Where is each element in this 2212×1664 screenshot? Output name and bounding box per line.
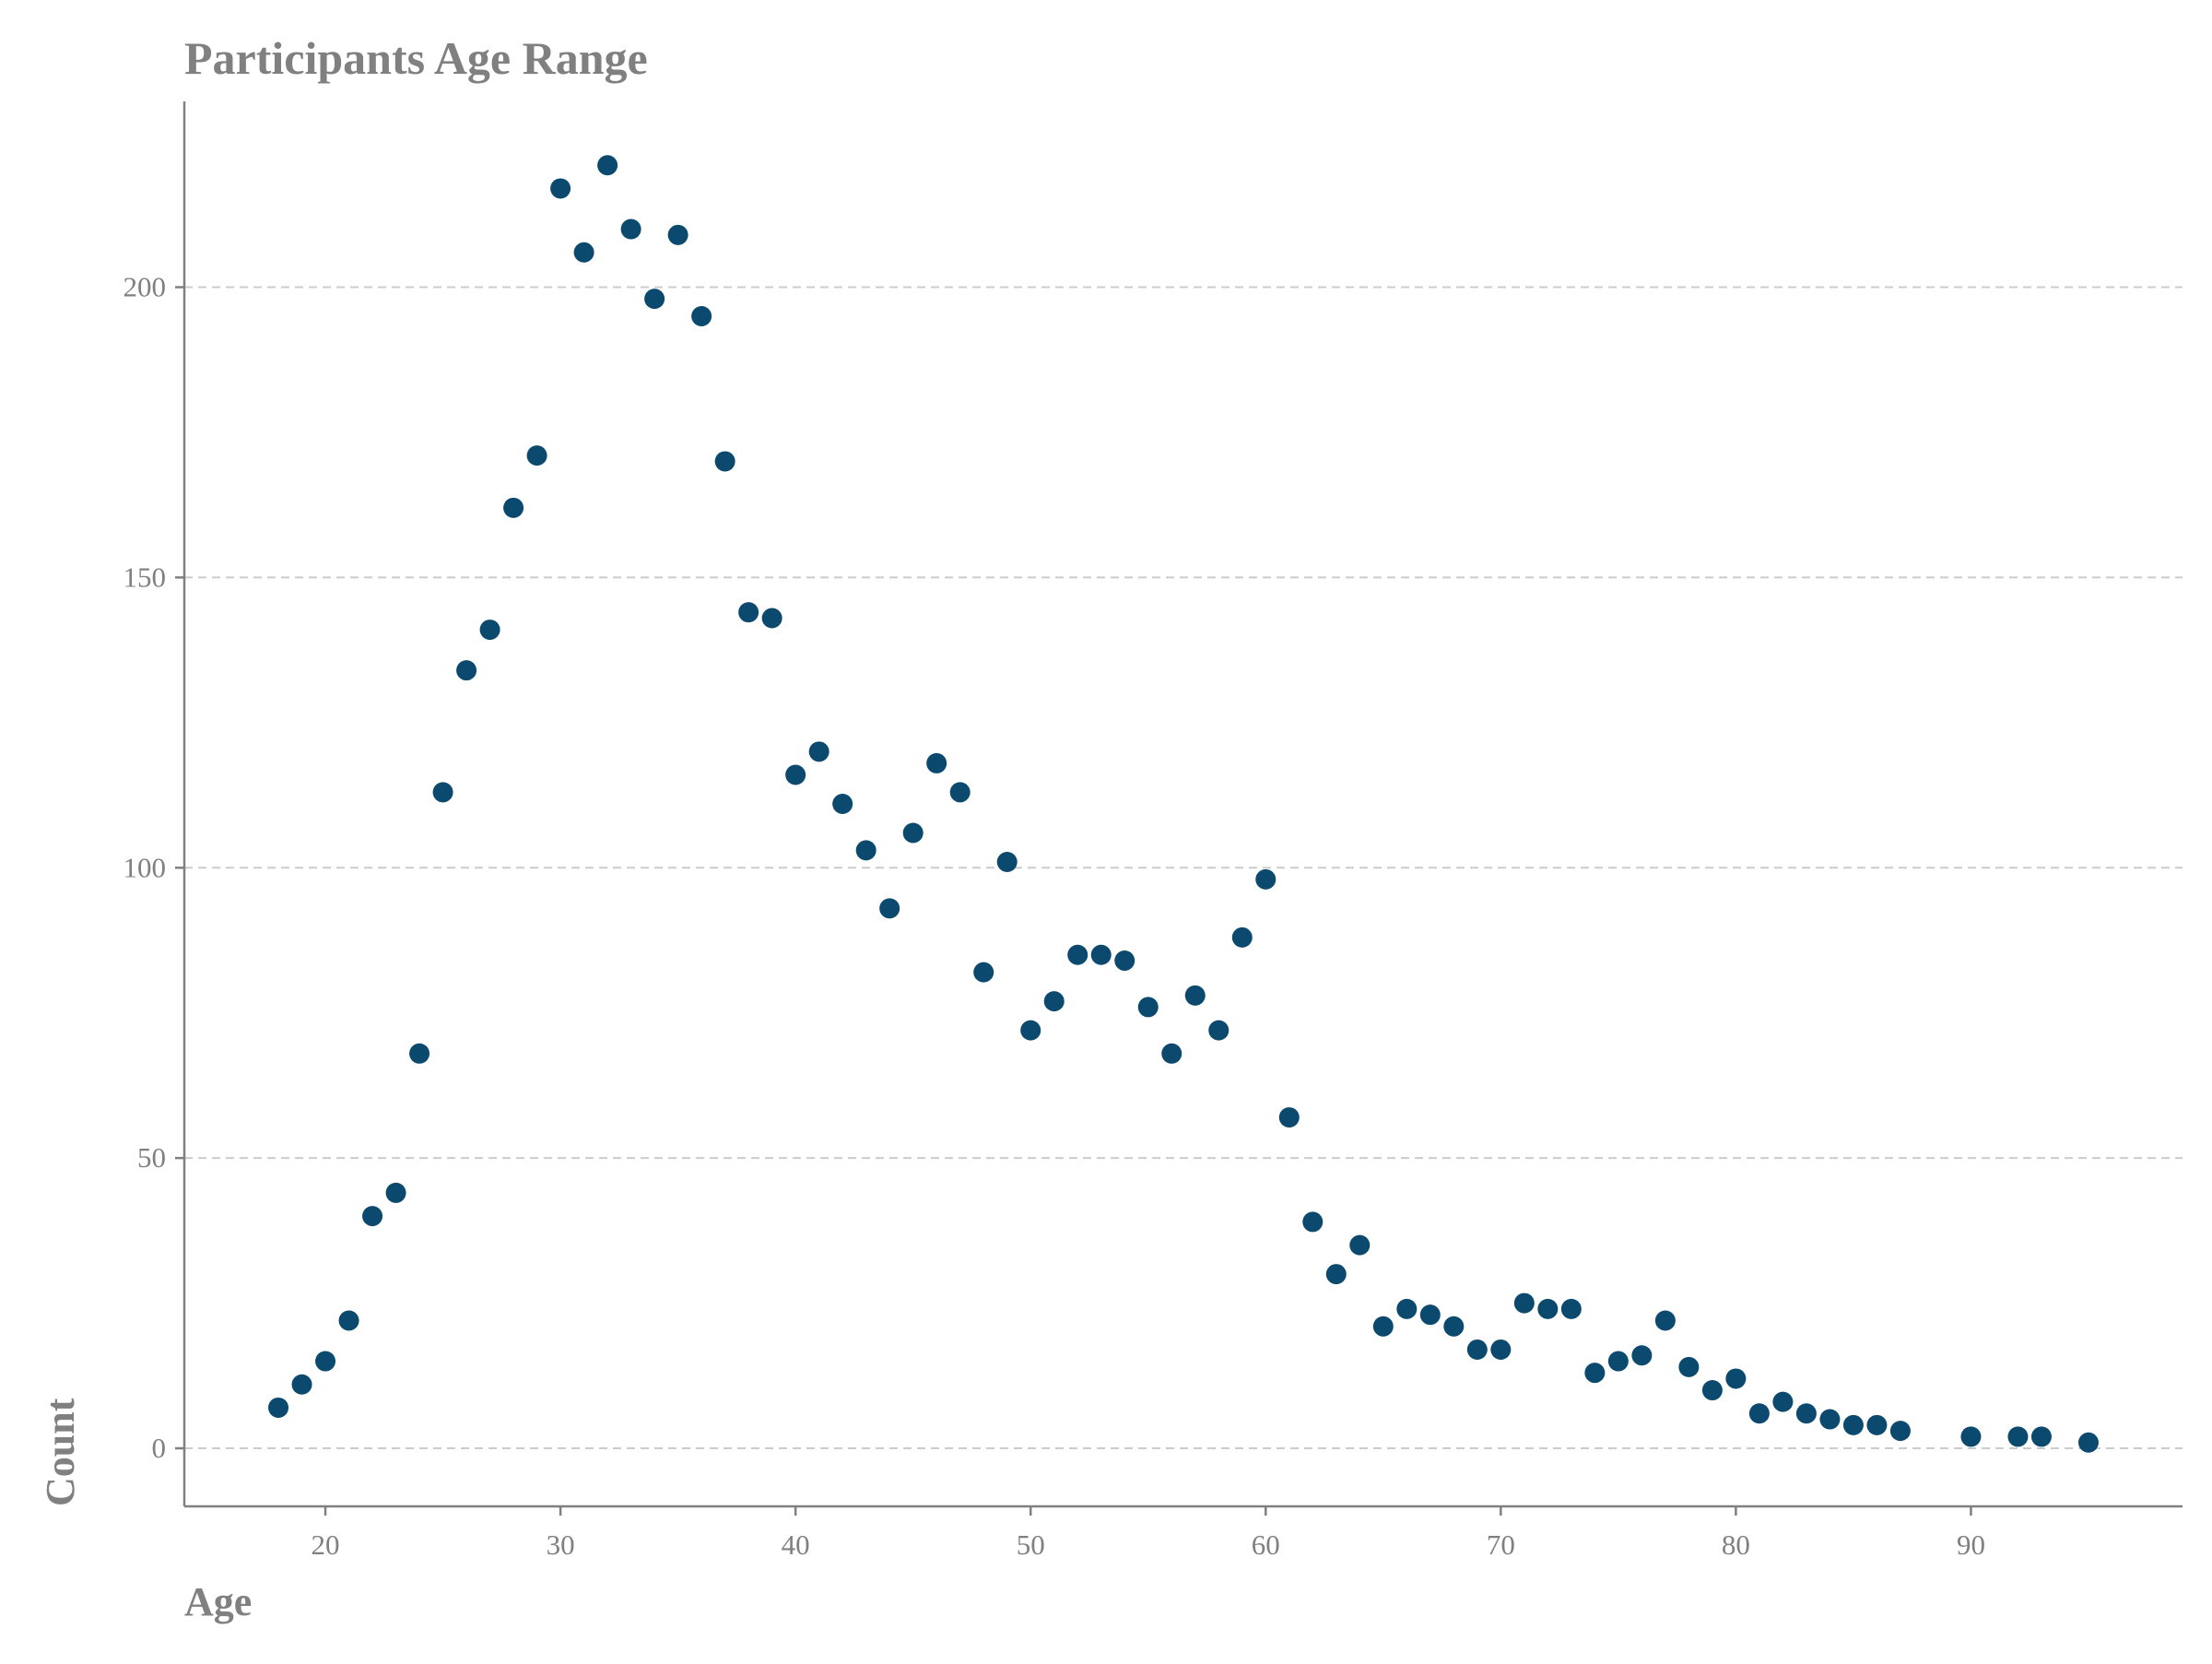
data-point [761, 608, 782, 629]
y-tick-label: 200 [124, 271, 167, 303]
data-point [1114, 950, 1135, 972]
data-point [1772, 1391, 1794, 1412]
data-point [1701, 1380, 1723, 1401]
y-axis-title: Count [38, 1398, 83, 1506]
data-point [1678, 1356, 1700, 1377]
data-point [1231, 926, 1253, 948]
data-point [1513, 1292, 1535, 1314]
data-point [1372, 1316, 1394, 1337]
data-point [1889, 1421, 1911, 1442]
data-point [1396, 1298, 1418, 1319]
x-tick-label: 80 [1722, 1528, 1750, 1561]
data-point [503, 497, 524, 518]
x-tick-label: 20 [312, 1528, 340, 1561]
data-point [1819, 1409, 1841, 1430]
data-point [1560, 1298, 1582, 1319]
data-point [691, 306, 712, 327]
data-point [526, 445, 547, 466]
data-point [996, 851, 1018, 872]
data-point [550, 178, 571, 199]
data-point [409, 1043, 430, 1064]
y-tick-label: 0 [152, 1432, 167, 1464]
data-point [1020, 1020, 1041, 1041]
data-point [1419, 1304, 1441, 1326]
y-tick-label: 50 [137, 1141, 166, 1174]
data-point [432, 782, 453, 803]
x-tick-label: 60 [1252, 1528, 1280, 1561]
data-point [268, 1397, 289, 1418]
data-point [2077, 1432, 2099, 1453]
x-tick-label: 30 [547, 1528, 575, 1561]
data-point [1208, 1020, 1230, 1041]
data-point [1090, 944, 1112, 965]
data-point [644, 289, 665, 310]
data-point [338, 1310, 359, 1331]
tick-labels: 0 50 100 150 200 20 30 40 50 60 70 80 90 [124, 271, 1985, 1561]
axes [182, 101, 2183, 1508]
data-point [738, 602, 759, 623]
data-point [291, 1374, 312, 1395]
data-point [620, 218, 641, 240]
x-tick-label: 70 [1487, 1528, 1515, 1561]
x-axis-title: Age [184, 1579, 252, 1624]
data-point [1490, 1339, 1512, 1360]
data-point [1325, 1264, 1347, 1285]
data-point [1537, 1298, 1559, 1319]
data-point [1725, 1368, 1747, 1389]
data-point [597, 155, 618, 176]
data-point [1278, 1107, 1300, 1128]
grid-lines [184, 286, 2183, 1450]
data-points [268, 155, 2099, 1453]
data-point [1137, 997, 1159, 1018]
data-point [667, 224, 688, 245]
data-point [1043, 991, 1065, 1012]
data-point [714, 451, 735, 472]
data-point [1842, 1414, 1864, 1435]
data-point [385, 1182, 406, 1203]
data-point [926, 752, 947, 773]
data-point [1866, 1414, 1888, 1435]
data-point [1631, 1345, 1653, 1366]
data-point [1466, 1339, 1488, 1360]
data-point [973, 962, 994, 983]
data-point [315, 1351, 336, 1372]
data-point [2007, 1426, 2029, 1447]
data-point [855, 840, 877, 861]
data-point [949, 782, 971, 803]
data-point [1184, 985, 1206, 1006]
data-point [879, 898, 900, 919]
data-point [2030, 1426, 2052, 1447]
data-point [362, 1206, 383, 1227]
data-point [902, 822, 924, 844]
data-point [1255, 868, 1277, 890]
chart-title: Participants Age Range [184, 32, 648, 84]
data-point [832, 794, 853, 814]
y-tick-label: 150 [124, 561, 167, 593]
data-point [456, 660, 477, 681]
x-tick-label: 40 [782, 1528, 810, 1561]
data-point [785, 764, 806, 785]
data-point [1302, 1211, 1324, 1233]
data-point [1443, 1316, 1465, 1337]
data-point [1584, 1363, 1606, 1384]
y-tick-label: 100 [124, 851, 167, 883]
data-point [1654, 1310, 1676, 1331]
data-point [1067, 944, 1088, 965]
data-point [1748, 1403, 1770, 1424]
x-tick-label: 50 [1017, 1528, 1045, 1561]
x-tick-label: 90 [1957, 1528, 1985, 1561]
data-point [808, 741, 830, 762]
data-point [1960, 1426, 1982, 1447]
data-point [1795, 1403, 1817, 1424]
data-point [1161, 1043, 1182, 1064]
data-point [479, 620, 500, 641]
data-point [1607, 1351, 1629, 1372]
data-point [1349, 1234, 1371, 1256]
data-point [573, 242, 594, 263]
